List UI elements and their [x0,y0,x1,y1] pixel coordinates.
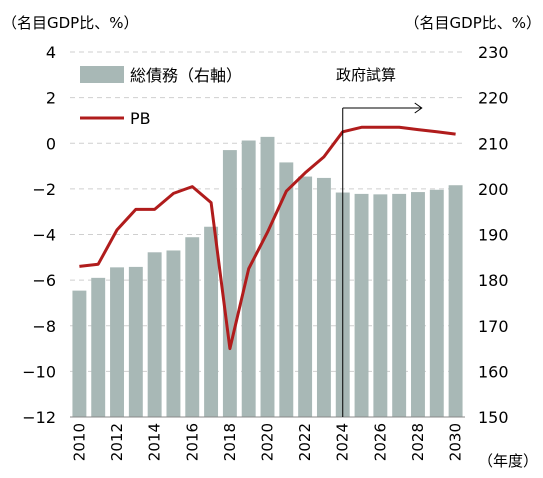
x-tick-label: 2030 [447,423,465,461]
left-tick-label: −6 [32,271,56,290]
tick-labels: 4 2 0 −2 −4 −6 −8 −10 −12 230 220 210 200 190 180 170 16… [22,43,508,461]
debt-bar-2027 [392,193,407,417]
debt-bar-2029 [429,189,444,417]
right-axis-label: （名目GDP比、%） [405,14,541,32]
x-tick-label: 2018 [221,423,239,461]
debt-bar-2019 [241,140,256,417]
right-tick-label: 160 [478,362,509,381]
right-tick-label: 230 [478,43,509,62]
x-tick-label: 2010 [70,423,88,461]
annotation-text: 政府試算 [336,66,396,84]
debt-bar-2013 [128,266,143,417]
debt-bar-2014 [147,252,162,417]
debt-bar-2018 [222,150,237,417]
debt-bar-2023 [316,177,331,417]
x-tick-label: 2026 [371,423,389,461]
debt-bar-2017 [204,226,219,417]
x-tick-label: 2020 [259,423,277,461]
debt-bar-2025 [354,193,369,417]
pb-line-layer [79,125,456,351]
right-tick-label: 180 [478,271,509,290]
x-tick-label: 2014 [146,423,164,461]
debt-bar-2016 [185,237,200,417]
legend-label-bar: 総債務（右軸） [130,66,242,85]
right-tick-label: 200 [478,180,509,199]
debt-bar-2020 [260,136,275,418]
left-tick-label: −12 [22,408,56,427]
debt-bar-2011 [91,277,106,417]
debt-bar-2021 [279,162,294,417]
debt-bar-2010 [72,290,87,417]
x-tick-label: 2022 [296,423,314,461]
right-tick-label: 150 [478,408,509,427]
debt-bar-2012 [110,267,124,417]
x-unit-label: （年度） [478,452,538,470]
right-tick-label: 190 [478,226,509,245]
projection-annotation: 政府試算 [336,66,423,417]
legend: 総債務（右軸） PB [80,66,242,128]
debt-bar-2026 [373,194,388,417]
left-tick-label: 2 [46,89,56,108]
left-tick-label: 0 [46,134,56,153]
projection-arrow-head [414,102,423,114]
right-tick-label: 170 [478,317,509,336]
debt-bar-2022 [298,176,313,417]
debt-bar-2030 [448,185,463,417]
legend-swatch-bar [80,66,124,83]
x-tick-label: 2016 [183,423,201,461]
debt-bars [72,136,463,418]
left-axis-label: （名目GDP比、%） [2,14,138,32]
right-tick-label: 220 [478,89,509,108]
left-tick-label: −8 [32,317,56,336]
x-tick-label: 2012 [108,423,126,461]
left-tick-label: −2 [32,180,56,199]
pb-line [79,125,456,351]
debt-bar-2015 [166,250,181,417]
right-tick-label: 210 [478,134,509,153]
x-tick-label: 2028 [409,423,427,461]
left-tick-label: −4 [32,226,56,245]
debt-bar-2028 [411,192,425,417]
left-tick-label: −10 [22,362,56,381]
x-tick-label: 2024 [334,423,352,461]
legend-label-line: PB [130,109,151,128]
left-tick-label: 4 [46,43,56,62]
